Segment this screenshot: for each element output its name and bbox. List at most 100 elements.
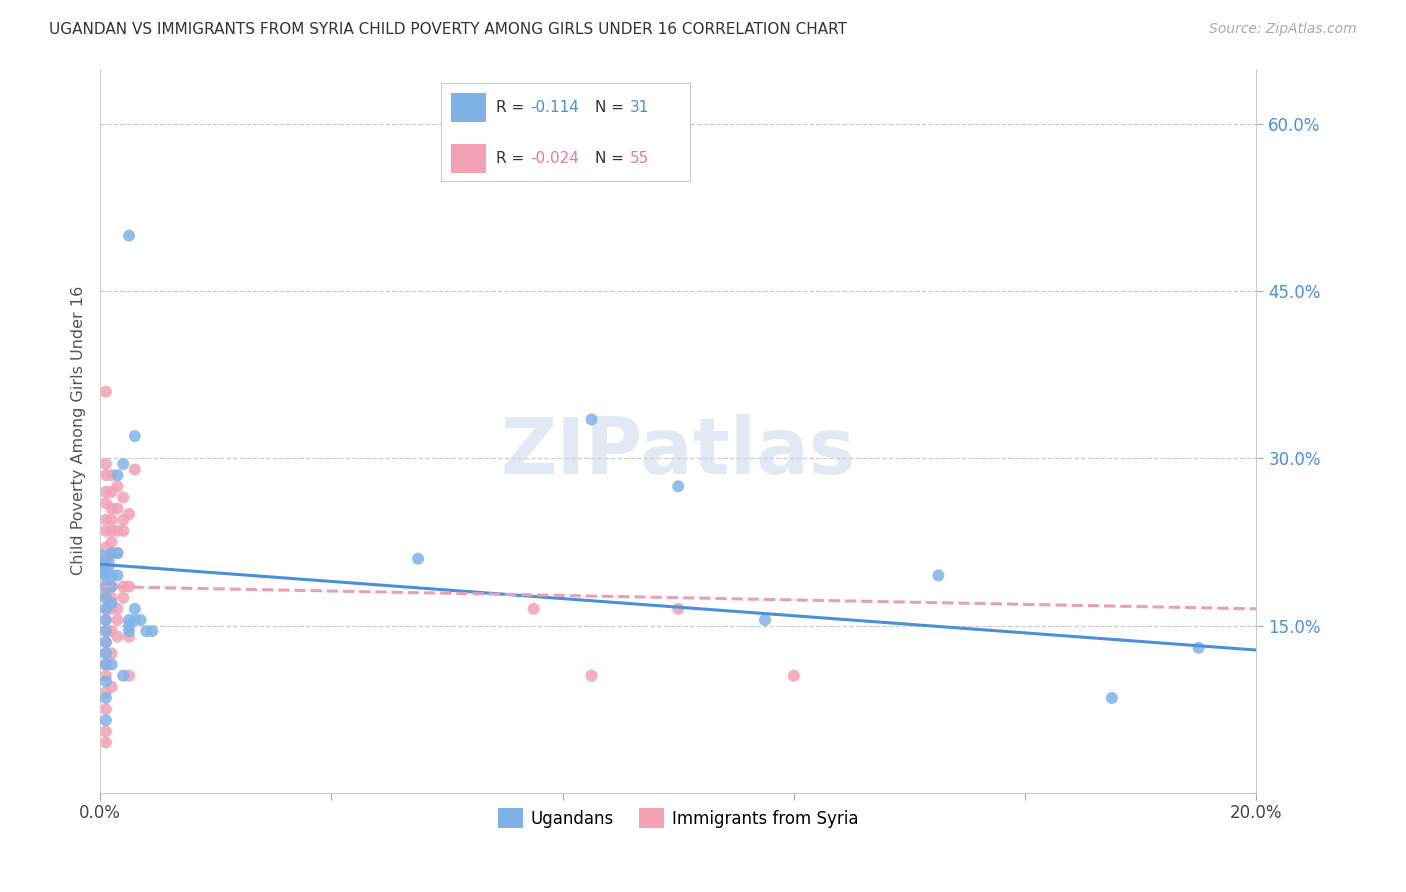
Point xyxy=(94,657,117,672)
Point xyxy=(107,546,129,560)
Point xyxy=(89,558,111,572)
Point xyxy=(107,613,129,627)
Point xyxy=(100,524,122,538)
Point xyxy=(94,635,117,649)
Point xyxy=(112,491,135,505)
Point xyxy=(666,479,689,493)
Point xyxy=(94,624,117,639)
Point xyxy=(94,574,117,588)
Point xyxy=(135,624,157,639)
Point xyxy=(100,513,122,527)
Point xyxy=(94,524,117,538)
Point xyxy=(112,580,135,594)
Point xyxy=(100,546,122,560)
Point xyxy=(94,624,117,639)
Point xyxy=(107,630,129,644)
Point xyxy=(94,724,117,739)
Point xyxy=(94,602,117,616)
Point xyxy=(100,468,122,483)
Point xyxy=(100,624,122,639)
Point xyxy=(112,524,135,538)
Point xyxy=(94,384,117,399)
Point xyxy=(100,596,122,610)
Point xyxy=(94,591,117,605)
Point xyxy=(94,496,117,510)
Point xyxy=(107,468,129,483)
Point xyxy=(107,479,129,493)
Point xyxy=(94,613,117,627)
Point xyxy=(118,580,141,594)
Point xyxy=(94,602,117,616)
Point xyxy=(107,524,129,538)
Point xyxy=(89,558,111,572)
Point xyxy=(112,457,135,471)
Point xyxy=(94,558,117,572)
Point xyxy=(581,668,603,682)
Point xyxy=(94,702,117,716)
Point xyxy=(100,591,122,605)
Point xyxy=(118,624,141,639)
Point xyxy=(94,657,117,672)
Point xyxy=(100,546,122,560)
Point xyxy=(100,535,122,549)
Point xyxy=(523,602,546,616)
Point xyxy=(118,507,141,521)
Point xyxy=(94,713,117,727)
Point xyxy=(100,657,122,672)
Point xyxy=(94,647,117,661)
Point xyxy=(107,568,129,582)
Y-axis label: Child Poverty Among Girls Under 16: Child Poverty Among Girls Under 16 xyxy=(72,286,86,575)
Point xyxy=(783,668,806,682)
Point xyxy=(124,613,146,627)
Point xyxy=(94,585,117,599)
Point xyxy=(94,690,117,705)
Point xyxy=(927,568,949,582)
Point xyxy=(94,563,117,577)
Point xyxy=(94,513,117,527)
Point xyxy=(118,630,141,644)
Point xyxy=(107,501,129,516)
Point xyxy=(94,457,117,471)
Point xyxy=(94,735,117,749)
Point xyxy=(129,613,152,627)
Point xyxy=(94,668,117,682)
Point xyxy=(94,541,117,555)
Point xyxy=(100,647,122,661)
Point xyxy=(94,635,117,649)
Point xyxy=(112,668,135,682)
Legend: Ugandans, Immigrants from Syria: Ugandans, Immigrants from Syria xyxy=(491,801,866,835)
Text: UGANDAN VS IMMIGRANTS FROM SYRIA CHILD POVERTY AMONG GIRLS UNDER 16 CORRELATION : UGANDAN VS IMMIGRANTS FROM SYRIA CHILD P… xyxy=(49,22,848,37)
Point xyxy=(581,412,603,426)
Point xyxy=(118,613,141,627)
Text: ZIPatlas: ZIPatlas xyxy=(501,414,856,491)
Point xyxy=(100,568,122,582)
Point xyxy=(100,580,122,594)
Point xyxy=(118,228,141,243)
Point xyxy=(94,591,117,605)
Point xyxy=(100,680,122,694)
Point xyxy=(107,602,129,616)
Point xyxy=(94,568,117,582)
Point xyxy=(94,580,117,594)
Point xyxy=(94,484,117,499)
Point xyxy=(124,602,146,616)
Point xyxy=(94,551,117,566)
Point xyxy=(94,647,117,661)
Point xyxy=(118,668,141,682)
Point xyxy=(94,685,117,699)
Point xyxy=(94,674,117,689)
Point xyxy=(112,513,135,527)
Point xyxy=(100,501,122,516)
Point xyxy=(1187,640,1209,655)
Point xyxy=(124,429,146,443)
Text: Source: ZipAtlas.com: Source: ZipAtlas.com xyxy=(1209,22,1357,37)
Point xyxy=(666,602,689,616)
Point xyxy=(112,591,135,605)
Point xyxy=(118,618,141,632)
Point xyxy=(100,602,122,616)
Point xyxy=(94,613,117,627)
Point xyxy=(141,624,163,639)
Point xyxy=(1101,690,1123,705)
Point xyxy=(406,551,429,566)
Point xyxy=(124,462,146,476)
